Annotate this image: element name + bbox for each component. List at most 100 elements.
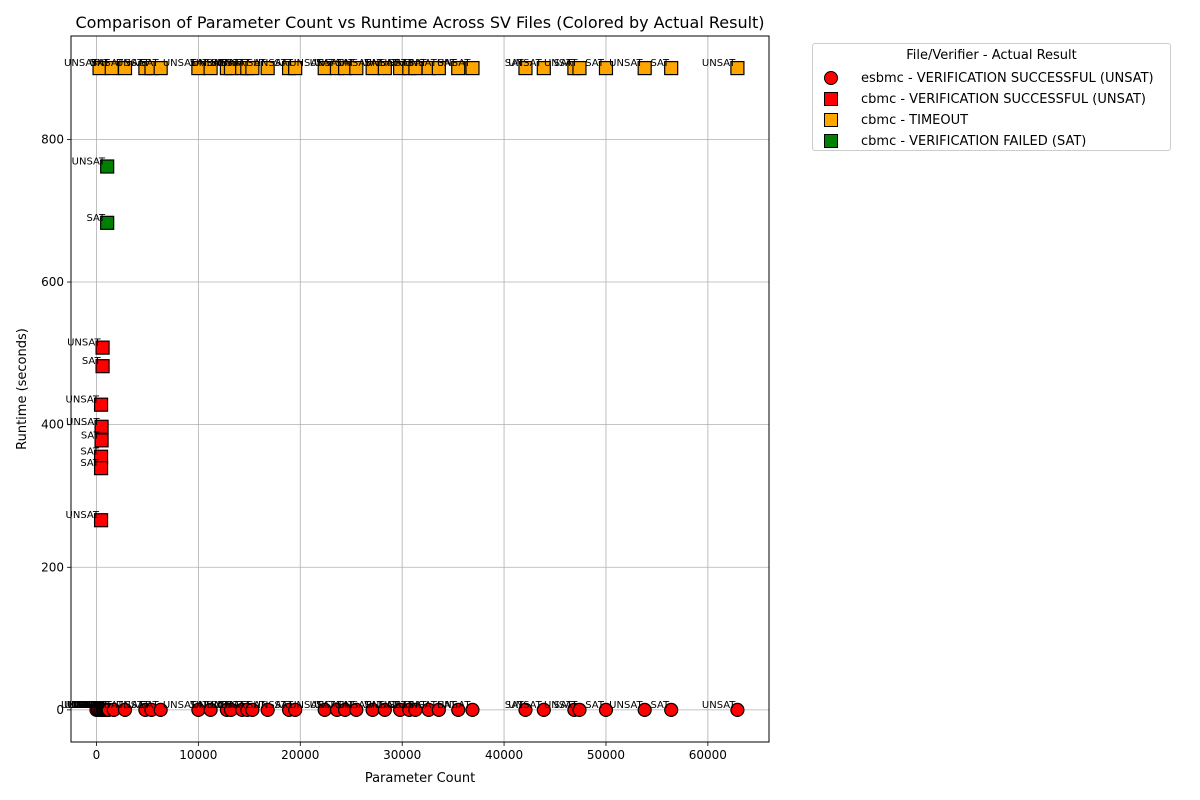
point-label: UNSAT xyxy=(609,58,643,69)
point-label: SAT xyxy=(77,700,97,711)
point-label: UNSAT xyxy=(380,58,414,69)
point-label: UNSAT xyxy=(64,700,98,711)
point-label: SAT xyxy=(140,700,160,711)
point-label: UNSAT xyxy=(508,700,542,711)
point-label: SAT xyxy=(125,58,145,69)
legend-marker-square-green xyxy=(824,134,838,148)
point-label: UNSAT xyxy=(191,58,225,69)
point-label: SAT xyxy=(82,356,102,367)
data-point-circle xyxy=(203,702,218,718)
point-label: UNSAT xyxy=(66,510,100,521)
data-point-square xyxy=(203,60,218,76)
point-label: UNSAT xyxy=(207,700,241,711)
legend-marker-square-orange xyxy=(824,113,838,127)
data-point-circle xyxy=(598,702,614,718)
data-point-circle xyxy=(572,702,587,718)
point-label: SAT xyxy=(364,58,384,69)
point-label: SAT xyxy=(316,58,336,69)
data-point-square xyxy=(598,60,614,76)
point-label: UNSAT xyxy=(66,395,100,406)
data-point-square xyxy=(245,60,260,76)
point-label: SAT xyxy=(585,700,605,711)
data-point-square xyxy=(451,60,466,76)
data-point-circle xyxy=(288,702,303,718)
point-label: UNSAT xyxy=(544,700,578,711)
data-point-circle xyxy=(637,702,652,718)
point-label: SAT xyxy=(227,58,247,69)
point-label: UNSAT xyxy=(702,58,736,69)
point-label: SAT xyxy=(190,58,210,69)
point-label: SAT xyxy=(650,700,670,711)
point-label: UNSAT xyxy=(403,700,437,711)
data-point-square xyxy=(536,60,551,76)
point-label: SAT xyxy=(408,58,428,69)
data-point-circle xyxy=(377,702,392,718)
data-point-circle xyxy=(451,702,466,718)
point-label: UNSAT xyxy=(217,58,251,69)
data-point-circle xyxy=(536,702,551,718)
y-tick-label: 400 xyxy=(41,418,64,432)
point-label: UNSAT xyxy=(310,58,344,69)
point-label: SAT xyxy=(554,58,574,69)
data-point-square xyxy=(288,60,303,76)
point-label: SAT xyxy=(86,213,106,224)
data-point-square xyxy=(94,433,109,448)
point-label: UNSAT xyxy=(380,700,414,711)
y-tick-label: 800 xyxy=(41,132,64,146)
data-point-square xyxy=(664,60,679,76)
point-label: SAT xyxy=(210,58,230,69)
legend-marker-circle-red xyxy=(824,71,838,85)
point-label: UNSAT xyxy=(254,58,288,69)
axes: 0 10000 20000 30000 40000 50000 60000 0 200 400 60… xyxy=(41,132,727,762)
legend-item-cbmc-sat: cbmc - VERIFICATION FAILED (SAT) xyxy=(823,131,1086,151)
data-point-circle xyxy=(518,702,533,718)
point-label: SAT xyxy=(87,700,107,711)
legend-item-esbmc-unsat: esbmc - VERIFICATION SUCCESSFUL (UNSAT) xyxy=(823,68,1154,88)
point-label: SAT xyxy=(247,700,267,711)
data-point-square xyxy=(100,215,115,230)
data-point-circle xyxy=(153,702,168,718)
point-label: UNSAT xyxy=(89,700,123,711)
x-tick-label: 40000 xyxy=(485,748,523,762)
y-tick-label: 0 xyxy=(56,703,64,717)
y-tick-label: 600 xyxy=(41,275,64,289)
point-label: SAT xyxy=(505,700,525,711)
chart-title: Comparison of Parameter Count vs Runtime… xyxy=(75,13,764,32)
point-label: UNSAT xyxy=(254,700,288,711)
point-label: UNSAT xyxy=(64,58,98,69)
point-label: SAT xyxy=(247,58,267,69)
y-axis-label: Runtime (seconds) xyxy=(15,328,30,450)
data-point-circle xyxy=(260,702,275,718)
point-label: UNSAT xyxy=(73,700,107,711)
point-label: UNSAT xyxy=(71,700,105,711)
x-tick-label: 50000 xyxy=(587,748,625,762)
point-label: SAT xyxy=(81,430,101,441)
data-point-square xyxy=(117,60,133,76)
legend-title: File/Verifier - Actual Result xyxy=(906,48,1077,63)
data-points xyxy=(89,60,745,718)
x-tick-label: 20000 xyxy=(281,748,319,762)
point-label: SAT xyxy=(505,58,525,69)
point-label: UNSAT xyxy=(69,700,103,711)
data-point-circle xyxy=(117,702,133,718)
legend-label: cbmc - VERIFICATION FAILED (SAT) xyxy=(861,133,1087,149)
point-label: SAT xyxy=(274,700,294,711)
point-label: SAT xyxy=(336,700,356,711)
point-label: SAT xyxy=(80,458,100,469)
legend-item-cbmc-timeout: cbmc - TIMEOUT xyxy=(823,110,968,130)
data-point-square xyxy=(93,397,109,412)
x-tick-label: 30000 xyxy=(383,748,421,762)
point-label: SAT xyxy=(650,58,670,69)
point-label: UNSAT xyxy=(544,58,578,69)
point-label: SAT xyxy=(437,58,457,69)
x-axis-label: Parameter Count xyxy=(365,771,475,786)
legend-label: cbmc - TIMEOUT xyxy=(861,112,969,128)
point-label: SAT xyxy=(210,700,230,711)
point-label: UNSAT xyxy=(289,58,323,69)
point-label: SAT xyxy=(83,700,103,711)
point-label: UNSAT xyxy=(337,700,371,711)
point-label: SAT xyxy=(364,700,384,711)
point-label: SAT xyxy=(389,58,409,69)
point-label: UNSAT xyxy=(89,58,123,69)
point-label: UNSAT xyxy=(116,700,150,711)
